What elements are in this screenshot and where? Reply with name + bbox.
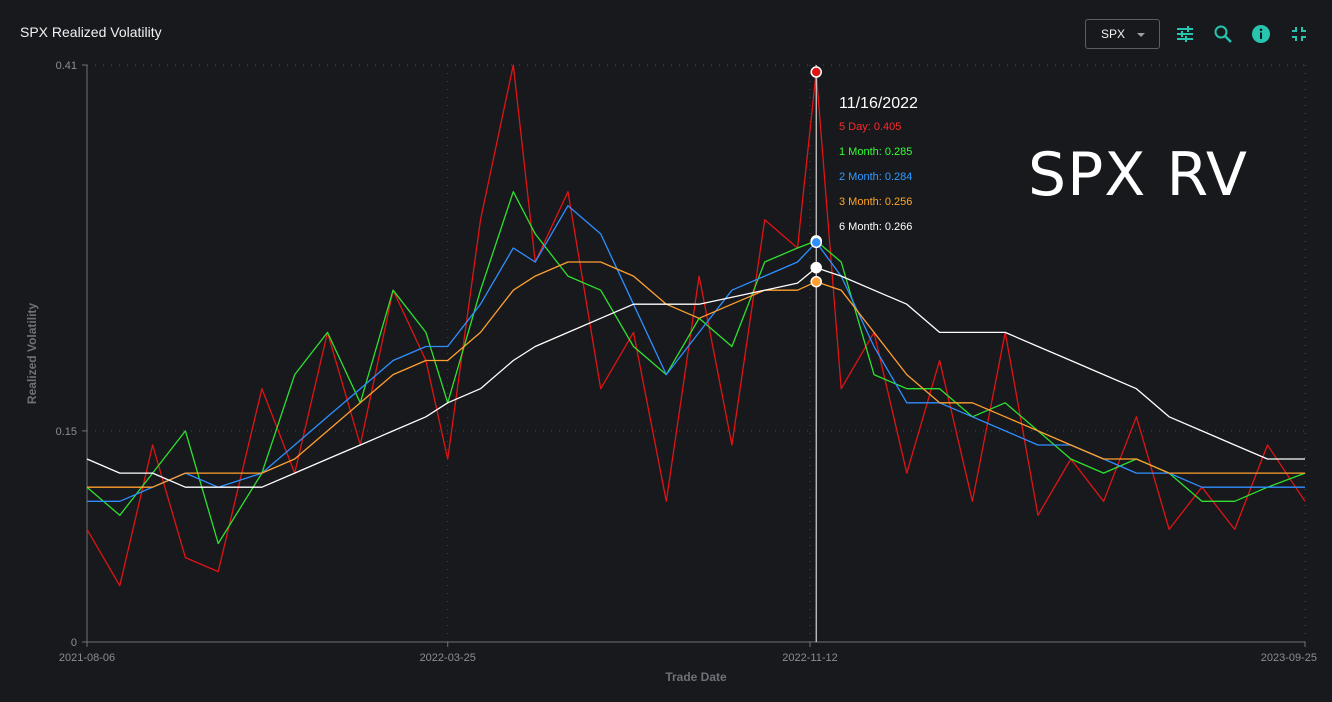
- cursor-point: [810, 66, 822, 78]
- x-axis-title: Trade Date: [665, 670, 727, 684]
- x-tick-label: 2022-03-25: [420, 652, 476, 664]
- tooltip-row: 2 Month: 0.284: [839, 171, 913, 183]
- y-tick-label: 0.15: [56, 426, 77, 438]
- series-line: [86, 267, 1305, 488]
- info-icon[interactable]: [1248, 21, 1274, 47]
- ticker-select[interactable]: SPX: [1085, 19, 1160, 49]
- tooltip-row: 6 Month: 0.266: [839, 221, 913, 233]
- tooltip-row: 3 Month: 0.256: [839, 196, 913, 208]
- collapse-icon[interactable]: [1286, 21, 1312, 47]
- y-tick-label: 0.41: [56, 60, 77, 72]
- ticker-select-value: SPX: [1101, 27, 1126, 41]
- cursor-point: [810, 236, 822, 249]
- cursor-point: [810, 275, 822, 288]
- chart-axes: 0 0.15 0.41 2021-08-06 2022-03-25 2022-11-12 2…: [25, 60, 1317, 684]
- cursor-point: [810, 261, 822, 274]
- y-tick-label: 0: [71, 637, 77, 649]
- watermark-text: SPX RV: [1028, 140, 1248, 210]
- sliders-icon[interactable]: [1172, 21, 1198, 47]
- zoom-icon[interactable]: [1210, 21, 1236, 47]
- x-tick-label: 2023-09-25: [1261, 652, 1317, 664]
- series-line: [87, 205, 1305, 502]
- tooltip-date: 11/16/2022: [839, 95, 918, 112]
- chart-toolbar: SPX: [1085, 19, 1312, 49]
- series-line: [86, 191, 1306, 545]
- chart-title: SPX Realized Volatility: [20, 24, 162, 40]
- x-tick-label: 2021-08-06: [59, 652, 115, 664]
- chart-tooltip: 11/16/2022 5 Day: 0.405 1 Month: 0.285 2 M…: [839, 95, 918, 246]
- y-axis-title: Realized Volatility: [25, 303, 39, 404]
- chart-cursor: [810, 65, 822, 642]
- tooltip-row: 1 Month: 0.285: [839, 146, 913, 158]
- tooltip-row: 5 Day: 0.405: [839, 121, 902, 133]
- chart-series: [86, 64, 1306, 587]
- chart-grid: [87, 64, 1306, 642]
- x-tick-label: 2022-11-12: [782, 652, 837, 664]
- series-line: [86, 64, 1306, 587]
- series-line: [87, 261, 1305, 488]
- caret-down-icon: [1137, 33, 1145, 37]
